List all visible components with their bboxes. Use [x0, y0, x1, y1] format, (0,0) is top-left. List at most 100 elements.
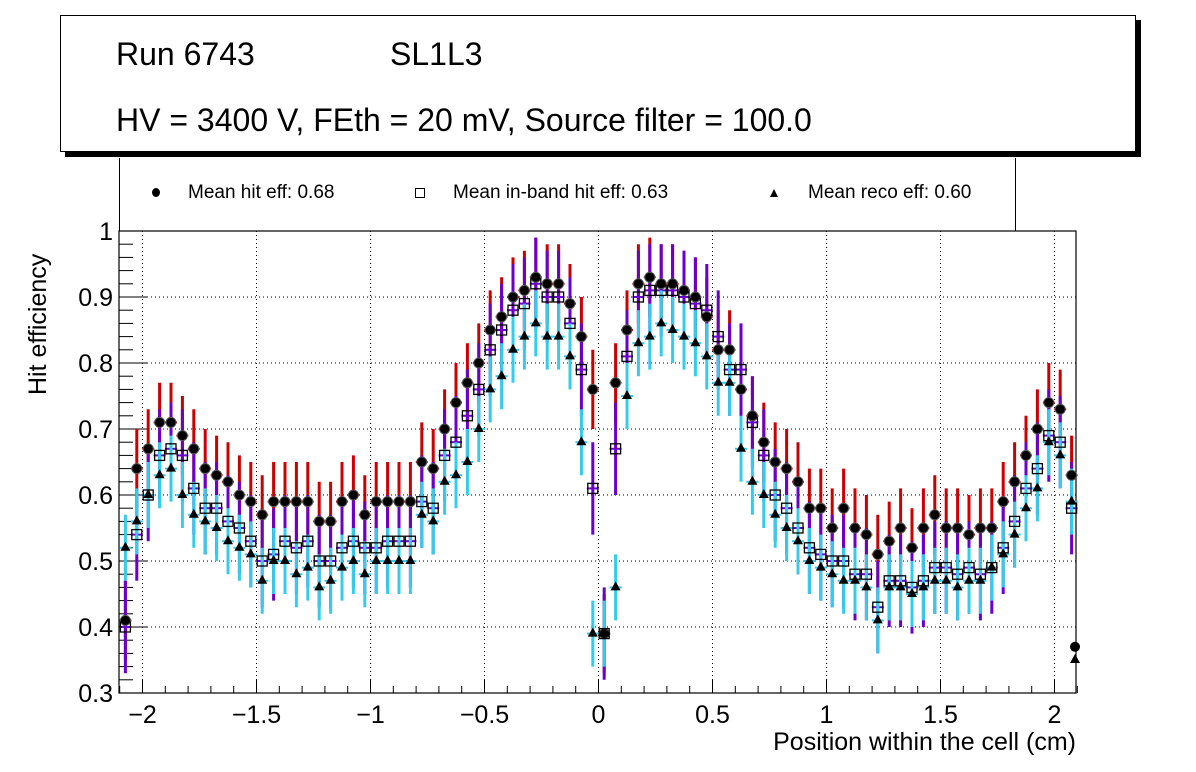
data-point-inband: [1008, 515, 1021, 528]
data-point-inband: [689, 297, 702, 310]
data-point-reco: [895, 581, 906, 591]
data-point-reco: [1043, 436, 1054, 446]
data-point-reco: [462, 456, 473, 465]
data-point-hit: [450, 397, 462, 409]
data-point-hit: [678, 284, 690, 296]
data-point-hit: [245, 496, 257, 508]
data-point-hit: [872, 548, 884, 560]
data-point-hit: [758, 436, 770, 448]
data-point-reco: [861, 581, 872, 591]
x-tick-label: 2: [1048, 701, 1062, 729]
data-point-hit: [1043, 397, 1055, 409]
data-point-hit: [484, 324, 496, 336]
data-point-reco: [337, 561, 347, 571]
data-point-reco: [804, 555, 815, 564]
data-point-inband: [256, 555, 268, 567]
data-point-hit: [940, 522, 952, 534]
data-point-inband: [393, 535, 405, 547]
data-point-reco: [644, 330, 655, 340]
data-point-inband: [723, 363, 736, 376]
data-point-inband: [518, 297, 531, 310]
y-tick-label: 1: [99, 218, 113, 246]
data-point-inband: [780, 502, 793, 514]
data-point-reco: [667, 324, 678, 333]
data-point-inband: [963, 561, 975, 574]
data-point-reco: [553, 330, 564, 340]
data-point-reco: [439, 475, 450, 485]
data-point-inband: [530, 278, 542, 290]
x-tick-label: −1.5: [232, 701, 281, 729]
data-point-reco: [1070, 654, 1081, 663]
data-point-hit: [655, 278, 667, 290]
data-point-inband: [131, 528, 143, 541]
data-point-reco: [998, 548, 1009, 558]
data-point-reco: [610, 581, 621, 591]
data-point-inband: [826, 555, 838, 567]
data-point-reco: [302, 561, 313, 571]
data-point-inband: [165, 443, 177, 455]
data-point-hit: [724, 344, 736, 356]
y-tick-label: 0.3: [78, 680, 113, 708]
data-point-reco: [359, 568, 370, 578]
data-point-hit: [712, 344, 724, 356]
data-point-hit: [302, 496, 314, 508]
data-point-reco: [713, 376, 724, 386]
data-point-reco: [964, 574, 974, 584]
data-point-hit: [929, 509, 941, 521]
data-point-reco: [473, 423, 484, 432]
data-point-inband: [541, 291, 553, 303]
y-tick-label: 0.5: [78, 548, 113, 576]
data-point-reco: [747, 475, 758, 485]
data-point-hit: [997, 496, 1009, 508]
data-point-inband: [678, 291, 690, 303]
data-point-inband: [1065, 502, 1078, 514]
data-point-reco: [166, 462, 176, 472]
data-point-reco: [622, 390, 632, 399]
y-tick-label: 0.8: [78, 350, 113, 378]
data-point-inband: [404, 535, 417, 547]
data-point-hit: [769, 456, 781, 468]
data-point-inband: [1054, 436, 1066, 448]
data-point-inband: [279, 535, 291, 547]
data-point-reco: [838, 574, 849, 584]
data-point-hit: [325, 515, 337, 527]
data-point-reco: [872, 614, 883, 624]
data-point-reco: [758, 489, 769, 498]
data-point-inband: [655, 284, 667, 297]
data-point-inband: [792, 522, 804, 534]
data-point-hit: [860, 529, 872, 541]
data-point-reco: [223, 535, 233, 545]
x-tick-label: −1: [356, 701, 385, 729]
data-point-hit: [382, 496, 394, 508]
data-point-inband: [803, 542, 816, 554]
data-point-reco: [188, 508, 199, 518]
data-point-inband: [872, 601, 884, 613]
data-point-hit: [587, 383, 599, 395]
data-point-hit: [541, 278, 553, 290]
data-point-reco: [929, 574, 940, 584]
legend-item-inband: Mean in-band hit eff: 0.63: [415, 182, 668, 204]
x-tick-label: 1: [820, 701, 834, 729]
data-point-inband: [290, 542, 303, 554]
data-point-hit: [176, 430, 188, 442]
x-tick-label: 0.5: [695, 701, 730, 729]
data-point-reco: [405, 555, 416, 564]
data-point-reco: [679, 330, 689, 340]
data-point-hit: [701, 311, 713, 323]
data-point-reco: [781, 522, 792, 531]
data-point-inband: [632, 291, 645, 303]
data-point-inband: [245, 535, 257, 547]
data-point-inband: [336, 542, 348, 554]
data-point-inband: [324, 555, 337, 567]
data-point-hit: [906, 542, 918, 554]
data-point-hit: [632, 278, 644, 290]
data-point-inband: [461, 410, 474, 422]
data-point-reco: [827, 568, 838, 578]
data-point-inband: [313, 555, 325, 567]
data-point-reco: [690, 337, 701, 347]
data-point-hit: [689, 291, 701, 303]
data-point-inband: [438, 449, 451, 462]
data-point-inband: [381, 535, 394, 547]
data-point-reco: [496, 370, 507, 380]
data-point-reco: [1066, 495, 1077, 505]
